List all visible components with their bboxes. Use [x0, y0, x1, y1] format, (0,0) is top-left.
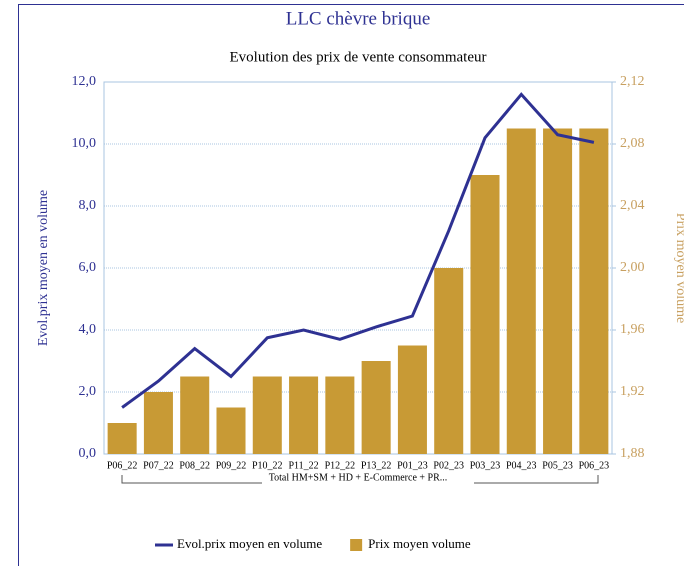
y2-tick-label: 2,00: [620, 260, 645, 275]
legend-label: Prix moyen volume: [368, 536, 471, 551]
x-tick-label: P09_22: [216, 460, 247, 471]
legend-swatch: [350, 539, 363, 551]
legend-label: Evol.prix moyen en volume: [177, 536, 322, 551]
y-tick-label: 12,0: [72, 74, 97, 89]
bar: [434, 268, 464, 454]
group-label: Total HM+SM + HD + E-Commerce + PR...: [269, 472, 448, 483]
x-tick-label: P03_23: [470, 460, 501, 471]
bar: [361, 361, 391, 454]
x-tick-label: P10_22: [252, 460, 283, 471]
x-tick-label: P06_22: [107, 460, 138, 471]
y-tick-label: 4,0: [79, 322, 97, 337]
y-axis-label: Evol.prix moyen en volume: [36, 190, 51, 346]
x-tick-label: P01_23: [397, 460, 428, 471]
x-tick-label: P11_22: [288, 460, 318, 471]
bar: [325, 376, 355, 454]
y-tick-label: 8,0: [79, 198, 97, 213]
group-label-bg: [262, 472, 474, 484]
y2-tick-label: 1,92: [620, 384, 645, 399]
bar: [289, 376, 319, 454]
line: [121, 92, 595, 409]
bar: [543, 128, 573, 454]
x-tick-label: P13_22: [361, 460, 392, 471]
x-tick-label: P05_23: [542, 460, 573, 471]
bar: [107, 423, 137, 454]
bar: [252, 376, 282, 454]
y2-tick-label: 2,04: [620, 198, 645, 213]
x-tick-label: P07_22: [143, 460, 174, 471]
y-tick-label: 10,0: [72, 136, 97, 151]
y-tick-label: 2,0: [79, 384, 97, 399]
x-tick-label: P02_23: [433, 460, 464, 471]
chart-subtitle: Evolution des prix de vente consommateur: [229, 49, 486, 65]
x-tick-label: P08_22: [179, 460, 210, 471]
bar: [143, 392, 173, 454]
bar: [579, 128, 609, 454]
bar: [506, 128, 536, 454]
y2-tick-label: 1,88: [620, 446, 645, 461]
y-tick-label: 6,0: [79, 260, 97, 275]
x-tick-label: P04_23: [506, 460, 537, 471]
bar: [216, 407, 246, 454]
bar: [470, 175, 500, 454]
x-tick-label: P12_22: [325, 460, 356, 471]
chart-title: LLC chèvre brique: [286, 8, 431, 29]
bar: [180, 376, 210, 454]
y2-tick-label: 2,08: [620, 136, 645, 151]
bar: [397, 345, 427, 454]
y2-tick-label: 1,96: [620, 322, 645, 337]
y2-axis-label: Prix moyen volume: [673, 213, 684, 323]
y-tick-label: 0,0: [79, 446, 97, 461]
x-tick-label: P06_23: [579, 460, 610, 471]
y2-tick-label: 2,12: [620, 74, 645, 89]
